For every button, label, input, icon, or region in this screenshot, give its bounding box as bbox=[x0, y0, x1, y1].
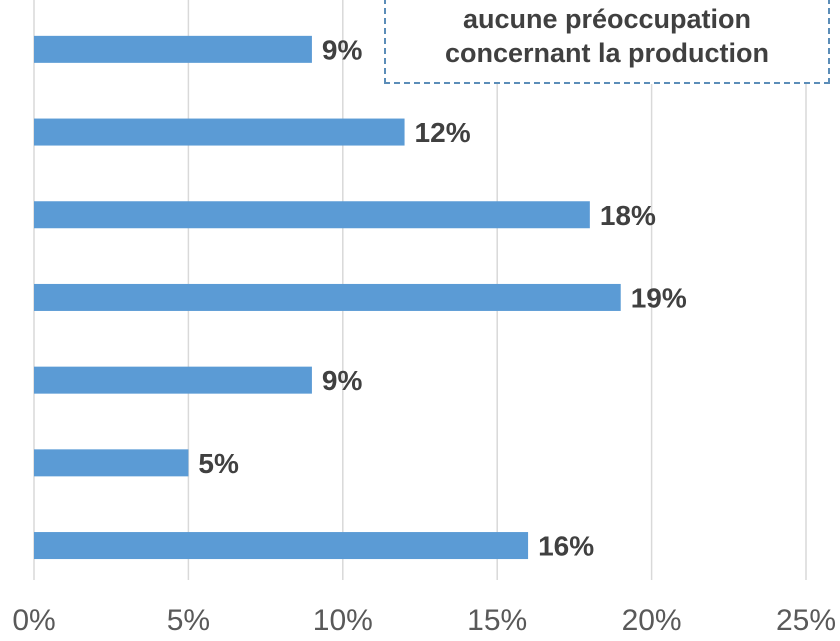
bar bbox=[34, 449, 189, 477]
bar bbox=[34, 366, 312, 394]
bar-value-label: 9% bbox=[322, 34, 363, 65]
x-tick-label: 0% bbox=[12, 604, 55, 637]
bar bbox=[34, 35, 312, 63]
bar bbox=[34, 118, 405, 146]
bar-value-label: 16% bbox=[538, 531, 594, 562]
bar bbox=[34, 283, 621, 311]
x-tick-label: 15% bbox=[467, 604, 527, 637]
bar-value-label: 19% bbox=[631, 282, 687, 313]
bar-value-label: 9% bbox=[322, 365, 363, 396]
x-tick-label: 25% bbox=[776, 604, 836, 637]
bar bbox=[34, 532, 529, 560]
annotation-line-2: concernant la production bbox=[444, 38, 770, 68]
bar-value-label: 18% bbox=[600, 200, 656, 231]
bar-value-label: 5% bbox=[198, 448, 239, 479]
bar bbox=[34, 201, 590, 229]
annotation-box: aucune préoccupation concernant la produ… bbox=[384, 0, 830, 84]
x-tick-label: 5% bbox=[167, 604, 210, 637]
x-tick-label: 20% bbox=[622, 604, 682, 637]
x-axis-ticks: 0% 5% 10% 15% 20% 25% bbox=[12, 604, 836, 637]
annotation-line-1: aucune préoccupation bbox=[462, 4, 752, 34]
data-labels: 9% 12% 18% 19% 9% 5% 16% bbox=[198, 34, 686, 561]
x-tick-label: 10% bbox=[313, 604, 373, 637]
bars bbox=[34, 35, 621, 560]
bar-value-label: 12% bbox=[415, 117, 471, 148]
